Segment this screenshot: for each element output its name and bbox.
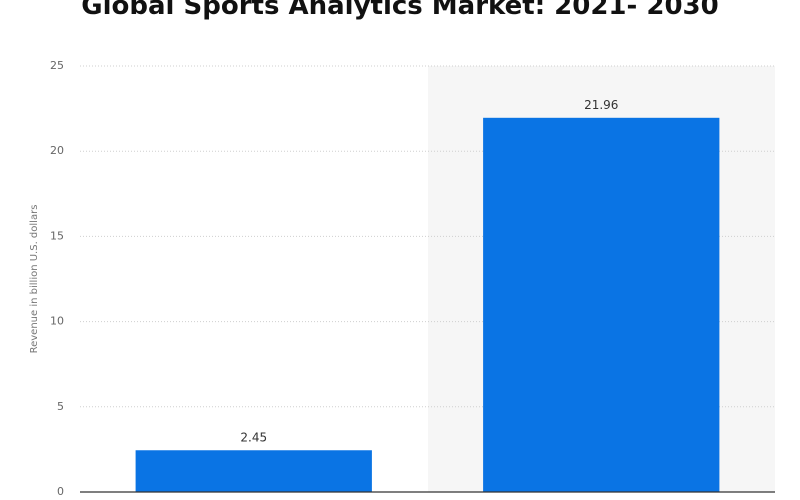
y-tick-label: 15 — [50, 229, 64, 242]
y-tick-label: 20 — [50, 144, 64, 157]
y-tick-label: 0 — [57, 485, 64, 498]
chart-title: Global Sports Analytics Market: 2021- 20… — [81, 0, 718, 21]
bar — [483, 117, 720, 492]
y-tick-label: 25 — [50, 59, 64, 72]
y-tick-label: 5 — [57, 400, 64, 413]
value-label: 2.45 — [240, 430, 267, 444]
y-axis-label: Revenue in billion U.S. dollars — [29, 205, 40, 354]
value-label: 21.96 — [584, 98, 618, 112]
y-tick-label: 10 — [50, 315, 64, 328]
bar — [135, 450, 372, 492]
